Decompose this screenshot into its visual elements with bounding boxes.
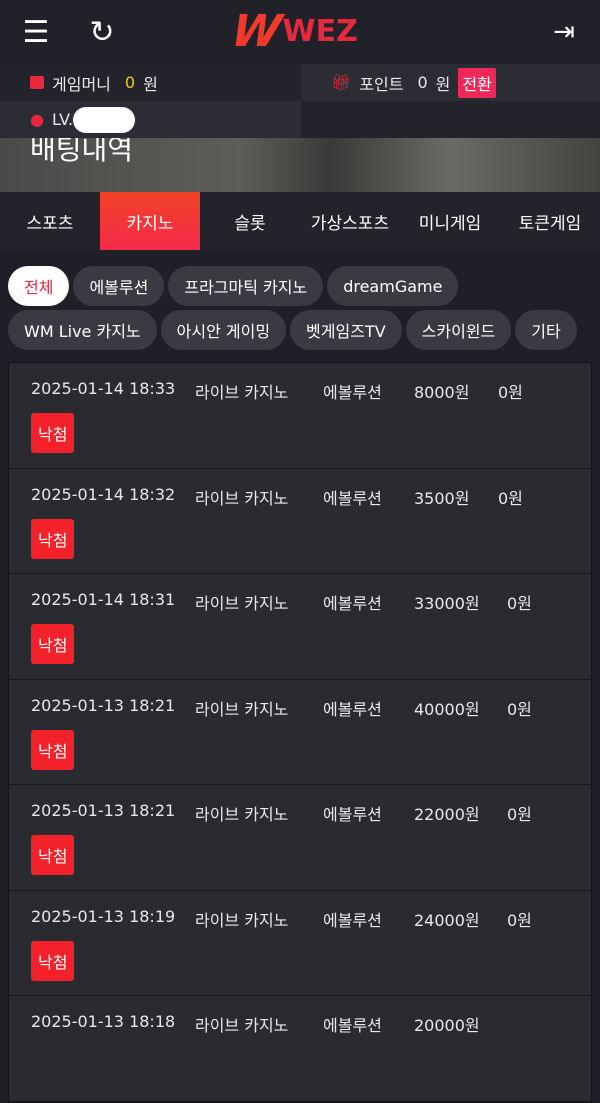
gift-icon: 🎁︎ bbox=[331, 73, 352, 92]
status-badge: 낙첨 bbox=[31, 624, 75, 664]
bet-amount: 3500원 bbox=[414, 488, 470, 508]
bet-date: 2025-01-13 18:18 bbox=[31, 1012, 176, 1031]
win-amount: 0원 bbox=[507, 699, 532, 719]
filter-chip[interactable]: 아시안 게이밍 bbox=[160, 310, 287, 350]
logo-text: WEZ bbox=[282, 14, 358, 49]
bet-provider: 에볼루션 bbox=[323, 488, 382, 508]
info-empty bbox=[301, 101, 600, 138]
money-unit: 원 bbox=[143, 74, 158, 94]
bet-game-type: 라이브 카지노 bbox=[195, 699, 289, 719]
bet-game-type: 라이브 카지노 bbox=[195, 488, 289, 508]
status-badge: 낙첨 bbox=[31, 729, 75, 770]
tab-3[interactable]: 가상스포츠 bbox=[310, 213, 390, 234]
bet-provider: 에볼루션 bbox=[323, 699, 382, 719]
tab-0[interactable]: 스포츠 bbox=[26, 213, 74, 234]
bet-date: 2025-01-14 18:31 bbox=[31, 590, 176, 609]
bet-date: 2025-01-13 18:21 bbox=[31, 801, 176, 820]
bet-game-type: 라이브 카지노 bbox=[195, 805, 289, 824]
status-badge: 낙첨 bbox=[31, 413, 75, 453]
top-bar: ☰ ↻ W WEZ ⇥ bbox=[0, 0, 600, 64]
bet-game-type: 라이브 카지노 bbox=[195, 594, 289, 613]
user-icon: ● bbox=[30, 110, 44, 129]
bet-date: 2025-01-14 18:32 bbox=[31, 484, 176, 504]
bet-provider: 에볼루션 bbox=[323, 1016, 382, 1035]
bet-provider: 에볼루션 bbox=[323, 805, 382, 824]
page-banner: 배팅내역 bbox=[0, 138, 600, 192]
filter-chip[interactable]: 프라그마틱 카지노 bbox=[168, 266, 324, 306]
status-badge: 낙첨 bbox=[31, 835, 75, 875]
bet-provider: 에볼루션 bbox=[323, 383, 382, 402]
filter-chip[interactable]: 에볼루션 bbox=[73, 266, 165, 306]
filter-chip[interactable]: 스카이윈드 bbox=[405, 310, 512, 350]
bet-game-type: 라이브 카지노 bbox=[195, 383, 289, 402]
page-title: 배팅내역 bbox=[30, 138, 134, 166]
money-label: 게임머니 bbox=[52, 74, 111, 94]
category-tabs: 스포츠 카지노 슬롯 가상스포츠 미니게임 토큰게임 bbox=[0, 192, 600, 250]
status-badge: 낙첨 bbox=[31, 940, 75, 981]
point-label: 포인트 bbox=[359, 74, 404, 94]
redaction bbox=[73, 106, 136, 133]
user-level: ● LV.1 bbox=[0, 101, 301, 138]
bet-amount: 22000원 bbox=[414, 805, 480, 824]
win-amount: 0원 bbox=[498, 488, 523, 508]
filter-chip[interactable]: WM Live 카지노 bbox=[8, 310, 157, 350]
bet-amount: 40000원 bbox=[414, 699, 480, 719]
bet-amount: 33000원 bbox=[414, 594, 480, 613]
provider-filters: 전체 에볼루션 프라그마틱 카지노 dreamGame WM Live 카지노 아시안 게… bbox=[0, 250, 600, 362]
logo[interactable]: W WEZ bbox=[228, 6, 358, 57]
filter-chip[interactable]: 전체 bbox=[8, 266, 70, 306]
win-amount: 0원 bbox=[507, 805, 532, 824]
filter-chip[interactable]: 기타 bbox=[515, 310, 577, 350]
tab-5[interactable]: 토큰게임 bbox=[518, 213, 582, 234]
points: 🎁︎ 포인트 0 원 전환 bbox=[301, 64, 600, 101]
bet-list: 2025-01-14 18:33 라이브 카지노 에볼루션 8000원 0원 낙첨 2025… bbox=[8, 362, 592, 1103]
point-unit: 원 bbox=[435, 74, 451, 94]
account-info: 게임머니 0 원 🎁︎ 포인트 0 원 전환 ● LV.1 bbox=[0, 64, 600, 138]
game-money: 게임머니 0 원 bbox=[0, 64, 301, 101]
win-amount: 0원 bbox=[507, 594, 532, 613]
bet-date: 2025-01-13 18:21 bbox=[31, 695, 176, 715]
bet-game-type: 라이브 카지노 bbox=[195, 910, 289, 930]
wallet-icon bbox=[30, 76, 44, 89]
logo-mark: W bbox=[227, 6, 286, 57]
tab-1[interactable]: 카지노 bbox=[100, 192, 200, 250]
win-amount: 0원 bbox=[498, 383, 523, 402]
bet-provider: 에볼루션 bbox=[323, 910, 382, 930]
bet-amount: 20000원 bbox=[414, 1016, 480, 1035]
filter-chip[interactable]: 벳게임즈TV bbox=[290, 310, 402, 350]
menu-icon[interactable]: ☰ bbox=[22, 14, 50, 50]
bet-provider: 에볼루션 bbox=[323, 594, 382, 613]
bet-amount: 24000원 bbox=[414, 910, 480, 930]
bet-date: 2025-01-14 18:33 bbox=[31, 379, 176, 398]
status-badge: 낙첨 bbox=[31, 518, 75, 559]
bet-date: 2025-01-13 18:19 bbox=[31, 906, 176, 926]
bet-game-type: 라이브 카지노 bbox=[195, 1016, 289, 1035]
filter-chip[interactable]: dreamGame bbox=[327, 266, 459, 306]
bet-row[interactable]: 2025-01-13 18:18 라이브 카지노 에볼루션 20000원 bbox=[9, 996, 591, 1102]
logout-icon[interactable]: ⇥ bbox=[553, 17, 575, 47]
money-value: 0 bbox=[124, 73, 136, 92]
win-amount: 0원 bbox=[507, 910, 532, 930]
refresh-icon[interactable]: ↻ bbox=[89, 14, 115, 50]
point-value: 0 bbox=[417, 73, 428, 92]
tab-4[interactable]: 미니게임 bbox=[418, 213, 482, 234]
tab-2[interactable]: 슬롯 bbox=[234, 213, 266, 234]
convert-button[interactable]: 전환 bbox=[458, 67, 496, 98]
bet-amount: 8000원 bbox=[414, 383, 470, 402]
